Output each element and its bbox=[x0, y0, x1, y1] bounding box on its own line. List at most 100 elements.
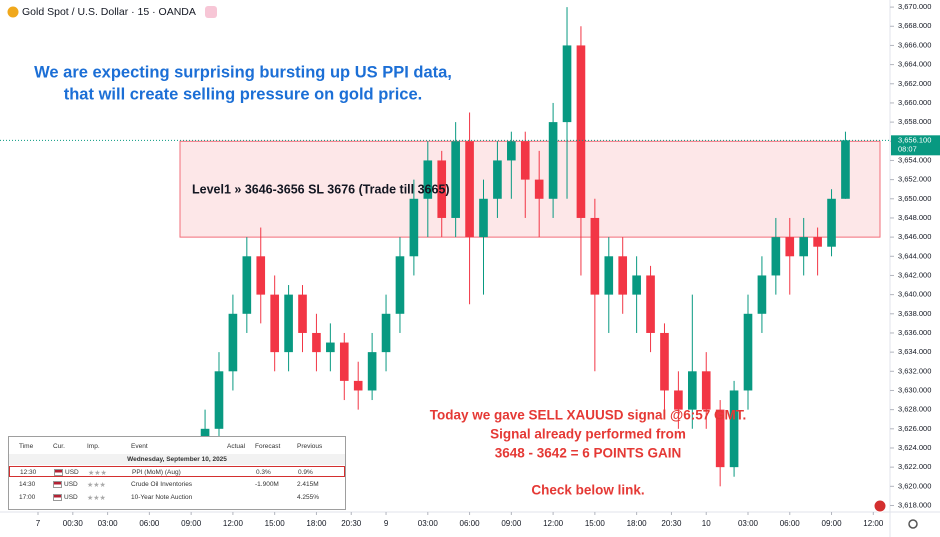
headline: that will create selling pressure on gol… bbox=[64, 85, 423, 103]
candle-body bbox=[520, 141, 530, 180]
candle-body bbox=[451, 141, 460, 218]
y-tick-label: 3,644.000 bbox=[898, 251, 931, 260]
y-tick-label: 3,670.000 bbox=[898, 2, 931, 11]
x-tick-label: 12:00 bbox=[543, 519, 564, 528]
column-header: Previous bbox=[297, 443, 323, 450]
calendar-date-row: Wednesday, September 10, 2025 bbox=[9, 454, 345, 465]
y-tick-label: 3,648.000 bbox=[898, 213, 931, 222]
y-tick-label: 3,650.000 bbox=[898, 194, 931, 203]
calendar-cell: PPI (MoM) (Aug) bbox=[132, 469, 181, 476]
candle-body bbox=[228, 313, 238, 372]
candle-body bbox=[785, 237, 795, 257]
candle-body bbox=[701, 371, 711, 410]
symbol-icon bbox=[7, 6, 19, 18]
candle-body bbox=[353, 380, 363, 391]
column-header: Time bbox=[19, 443, 34, 450]
x-tick-label: 9 bbox=[384, 519, 389, 528]
candle-body bbox=[326, 342, 335, 353]
candle-body bbox=[660, 332, 669, 391]
candle-body bbox=[423, 160, 433, 199]
calendar-cell: USD bbox=[53, 494, 78, 501]
calendar-row: 12:30 USD PPI (MoM) (Aug) 0.3% 0.9% bbox=[9, 466, 345, 477]
y-tick-label: 3,632.000 bbox=[898, 366, 931, 375]
candle-body bbox=[284, 294, 293, 353]
candle-body bbox=[298, 294, 307, 333]
y-tick-label: 3,658.000 bbox=[898, 117, 931, 126]
importance-stars bbox=[87, 481, 106, 489]
y-tick-label: 3,652.000 bbox=[898, 175, 931, 184]
y-tick-label: 3,628.000 bbox=[898, 405, 931, 414]
x-tick-label: 09:00 bbox=[501, 519, 522, 528]
column-header: Cur. bbox=[53, 443, 65, 450]
candle-body bbox=[270, 294, 279, 353]
candle-body bbox=[757, 275, 767, 314]
x-tick-label: 12:00 bbox=[223, 519, 244, 528]
flag bbox=[53, 481, 62, 488]
x-tick-label: 15:00 bbox=[265, 519, 286, 528]
calendar-cell: 4.255% bbox=[297, 494, 320, 501]
x-tick-label: 06:00 bbox=[460, 519, 481, 528]
calendar-cell: 10-Year Note Auction bbox=[131, 494, 193, 501]
calendar-cell: 14:30 bbox=[19, 481, 36, 488]
y-tick-label: 3,662.000 bbox=[898, 79, 931, 88]
candle-body bbox=[312, 332, 321, 353]
candle-body bbox=[339, 342, 349, 381]
candle-body bbox=[632, 275, 641, 295]
calendar-row: 17:00 USD 10-Year Note Auction 4.255% bbox=[9, 492, 345, 503]
candle-body bbox=[562, 45, 572, 123]
countdown: 08:07 bbox=[898, 144, 917, 153]
candle-body bbox=[465, 141, 474, 238]
column-header: Forecast bbox=[255, 443, 281, 450]
chart-title: Gold Spot / U.S. Dollar · 15 · OANDA bbox=[22, 6, 196, 18]
calendar-cell: -1.900M bbox=[255, 481, 279, 488]
x-tick-label: 7 bbox=[36, 519, 41, 528]
signal-note: Today we gave SELL XAUUSD signal @6:57 G… bbox=[430, 408, 747, 423]
y-tick-label: 3,654.000 bbox=[898, 155, 931, 164]
y-tick-label: 3,660.000 bbox=[898, 98, 931, 107]
x-tick-label: 18:00 bbox=[627, 519, 648, 528]
signal-note: Check below link. bbox=[531, 483, 644, 498]
candle-body bbox=[256, 256, 266, 295]
candle-body bbox=[507, 141, 516, 161]
calendar-row: 14:30 USD Crude Oil Inventories -1.900M 2.41… bbox=[9, 479, 345, 490]
y-tick-label: 3,634.000 bbox=[898, 347, 931, 356]
headline: We are expecting surprising bursting up … bbox=[34, 63, 452, 81]
candle-body bbox=[841, 140, 850, 199]
candle-body bbox=[242, 256, 252, 314]
candle-body bbox=[437, 160, 447, 218]
y-tick-label: 3,664.000 bbox=[898, 60, 931, 69]
y-tick-label: 3,618.000 bbox=[898, 500, 931, 509]
y-tick-label: 3,666.000 bbox=[898, 40, 931, 49]
level-zone bbox=[179, 140, 881, 238]
x-tick-label: 09:00 bbox=[822, 519, 843, 528]
candle-body bbox=[395, 256, 405, 314]
candle-body bbox=[493, 160, 502, 199]
settings-icon[interactable] bbox=[908, 519, 918, 529]
zone-label: Level1 » 3646-3656 SL 3676 (Trade till 3… bbox=[192, 182, 450, 196]
last-price-box bbox=[891, 135, 940, 156]
candle-body bbox=[548, 122, 558, 199]
candle-body bbox=[214, 371, 224, 429]
calendar-cell: 17:00 bbox=[19, 494, 36, 501]
flag bbox=[54, 469, 63, 476]
y-tick-label: 3,640.000 bbox=[898, 290, 931, 299]
candle-body bbox=[674, 390, 683, 410]
candle-body bbox=[534, 179, 544, 199]
candle-body bbox=[618, 256, 628, 295]
y-tick-label: 3,620.000 bbox=[898, 481, 931, 490]
calendar-cell: USD bbox=[53, 481, 78, 488]
importance-stars bbox=[88, 469, 107, 477]
x-tick-label: 06:00 bbox=[139, 519, 160, 528]
candle-body bbox=[646, 275, 655, 333]
calendar-date: Wednesday, September 10, 2025 bbox=[127, 456, 227, 463]
alert-icon bbox=[205, 6, 217, 18]
candle-body bbox=[799, 237, 809, 257]
x-tick-label: 20:30 bbox=[341, 519, 362, 528]
candle-body bbox=[827, 198, 836, 247]
candle-body bbox=[715, 409, 725, 468]
candle-body bbox=[729, 390, 739, 468]
x-tick-label: 12:00 bbox=[863, 519, 884, 528]
x-tick-label: 00:30 bbox=[63, 519, 84, 528]
y-tick-label: 3,624.000 bbox=[898, 443, 931, 452]
calendar-cell: 2.415M bbox=[297, 481, 319, 488]
